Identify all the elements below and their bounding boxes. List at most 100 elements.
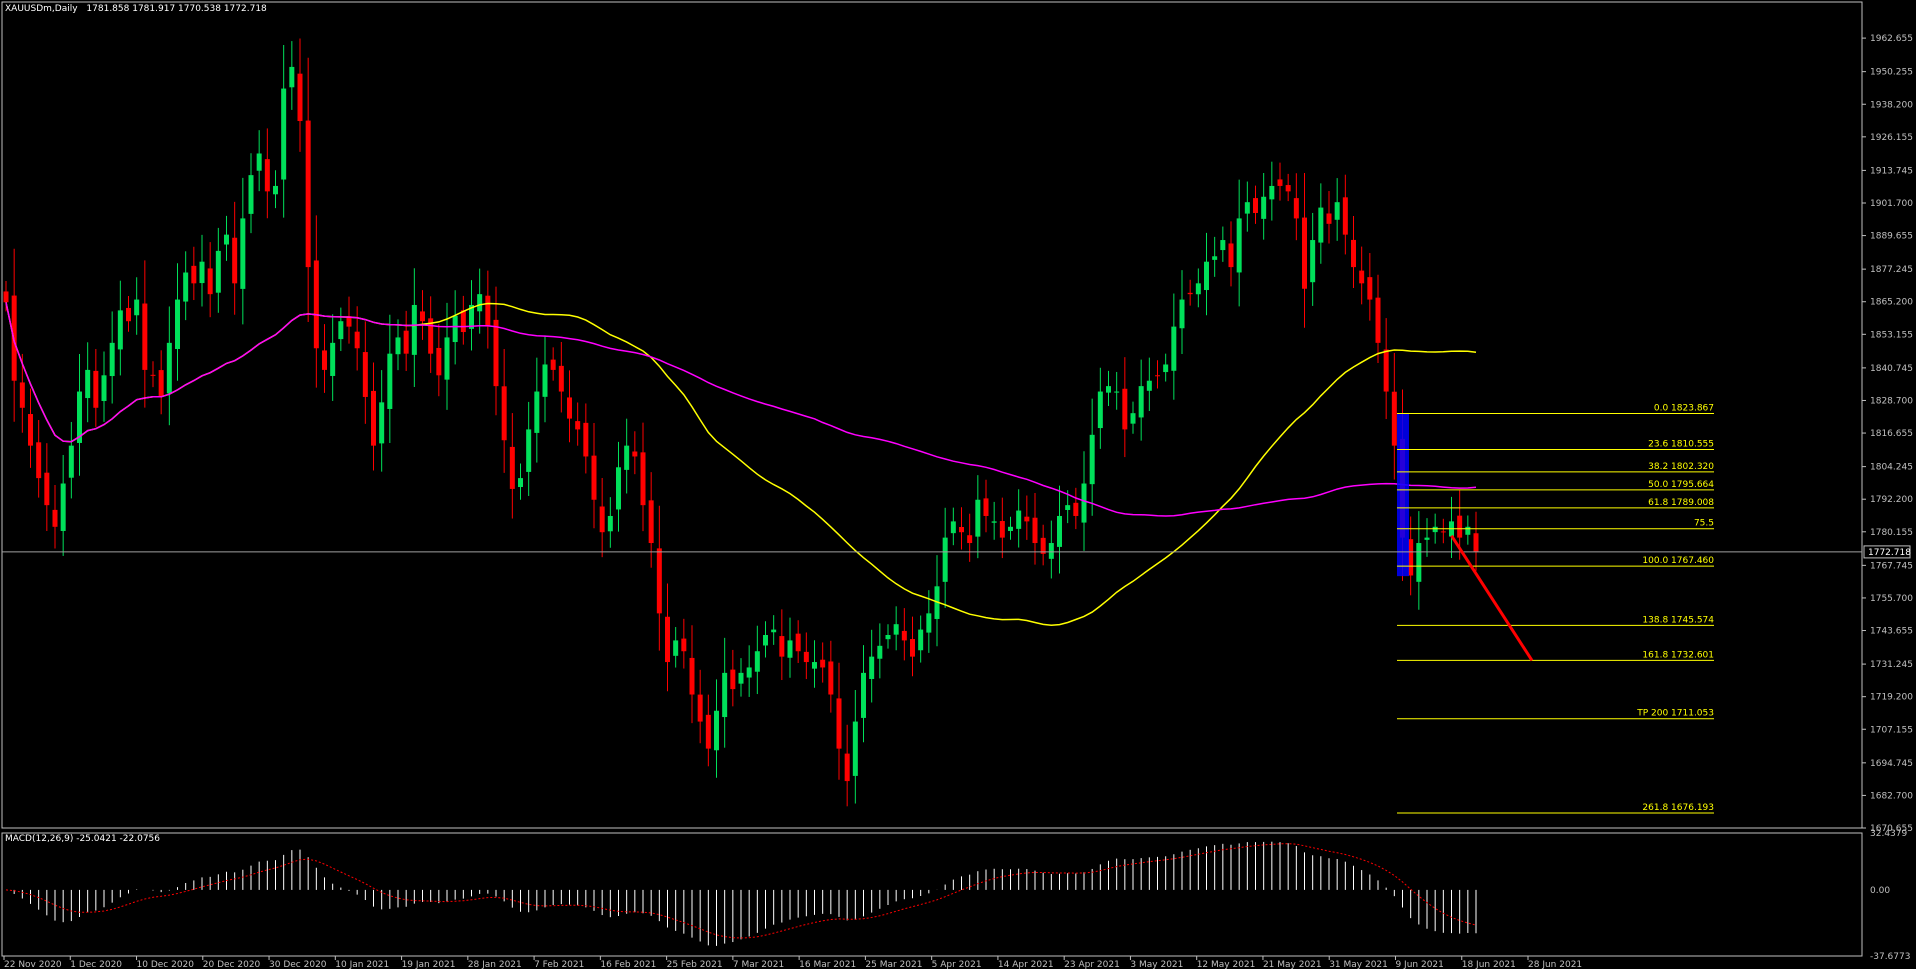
candle-body [240, 218, 246, 289]
ma-fast-line [5, 302, 1477, 626]
candle-body [714, 710, 719, 751]
candle-body [567, 397, 572, 419]
y-tick-label: 1816.655 [1870, 429, 1913, 439]
candle-body [289, 66, 295, 88]
candle-body [844, 753, 850, 782]
candle-body [877, 645, 883, 659]
candle-body [420, 311, 425, 322]
x-tick-label: 23 Apr 2021 [1064, 960, 1120, 969]
y-tick-label: 1755.700 [1870, 594, 1913, 604]
candle-body [893, 624, 899, 635]
macd-tick-label: -37.6773 [1870, 952, 1910, 962]
candle-body [656, 548, 662, 614]
fib-level-label: 161.8 1732.601 [1642, 650, 1714, 660]
x-tick-label: 10 Dec 2020 [137, 960, 195, 969]
candle-body [1277, 179, 1283, 186]
candle-body [281, 88, 287, 180]
candle-body [485, 295, 491, 327]
candle-body [1244, 202, 1250, 214]
candle-body [1122, 388, 1128, 430]
macd-signal-line [5, 843, 1477, 939]
fib-level-label: 100.0 1767.460 [1642, 556, 1714, 566]
y-tick-label: 1792.200 [1870, 495, 1913, 505]
y-tick-label: 1877.245 [1870, 265, 1913, 275]
candle-body [175, 299, 180, 349]
candle-body [648, 500, 654, 544]
x-tick-label: 3 May 2021 [1130, 960, 1183, 969]
candle-body [436, 347, 442, 376]
candle-body [885, 635, 891, 640]
candle-body [1195, 283, 1201, 295]
x-tick-label: 12 May 2021 [1197, 960, 1256, 969]
x-tick-label: 30 Dec 2020 [269, 960, 327, 969]
candle-body [1440, 531, 1446, 533]
candle-body [1016, 510, 1022, 529]
candle-body [3, 291, 9, 303]
candle-body [599, 506, 605, 533]
candle-body [387, 353, 393, 409]
candle-body [697, 694, 703, 722]
candle-body [926, 613, 932, 633]
macd-tick-label: 0.00 [1870, 886, 1890, 896]
candle-body [558, 365, 564, 392]
candle-body [224, 234, 229, 245]
candle-body [1040, 537, 1046, 554]
candle-body [493, 319, 499, 387]
candle-body [607, 515, 613, 532]
fib-level-label: 75.5 [1694, 519, 1714, 529]
candle-body [338, 321, 344, 340]
candle-body [52, 509, 58, 527]
x-tick-label: 25 Mar 2021 [865, 960, 922, 969]
y-tick-label: 1804.245 [1870, 463, 1913, 473]
candle-body [918, 629, 924, 651]
candle-body [371, 390, 376, 446]
candle-body [313, 260, 319, 349]
candle-body [44, 472, 50, 506]
candle-body [689, 657, 695, 695]
candle-body [1457, 515, 1463, 538]
candle-body [264, 159, 270, 192]
current-price-label: 1772.718 [1868, 548, 1911, 558]
candle-body [950, 521, 956, 534]
y-tick-label: 1901.700 [1870, 199, 1913, 209]
candle-body [1097, 391, 1103, 429]
candle-body [975, 499, 981, 537]
candle-body [1024, 516, 1030, 522]
candle-body [1146, 380, 1152, 391]
candle-body [730, 669, 736, 690]
candle-body [1171, 326, 1177, 371]
candle-body [1081, 483, 1087, 523]
candle-body [411, 304, 417, 355]
projection-line [1450, 534, 1534, 662]
candle-body [68, 445, 74, 478]
fib-level-label: 0.0 1823.867 [1654, 404, 1714, 414]
candle-body [1342, 197, 1348, 235]
candle-body [362, 352, 368, 397]
candle-body [1179, 299, 1185, 329]
candle-body [583, 422, 589, 457]
candle-body [999, 521, 1005, 538]
candle-body [101, 375, 107, 402]
candle-body [273, 185, 278, 195]
candle-body [820, 659, 826, 668]
candle-body [1204, 261, 1209, 291]
candle-body [1285, 185, 1291, 192]
y-tick-label: 1707.155 [1870, 725, 1913, 735]
x-tick-label: 28 Jan 2021 [468, 960, 522, 969]
y-tick-label: 1767.745 [1870, 561, 1913, 571]
candle-body [1432, 526, 1438, 533]
y-tick-label: 1731.245 [1870, 660, 1913, 670]
candle-body [901, 630, 907, 641]
candle-body [616, 467, 621, 510]
candle-body [575, 421, 581, 430]
candle-body [215, 250, 221, 293]
candle-body [518, 478, 523, 488]
candle-body [60, 483, 66, 531]
candle-body [354, 331, 360, 349]
candle-body [861, 672, 866, 718]
candle-body [910, 639, 915, 657]
x-tick-label: 20 Dec 2020 [203, 960, 261, 969]
candle-body [150, 374, 156, 376]
candle-body [428, 318, 434, 354]
